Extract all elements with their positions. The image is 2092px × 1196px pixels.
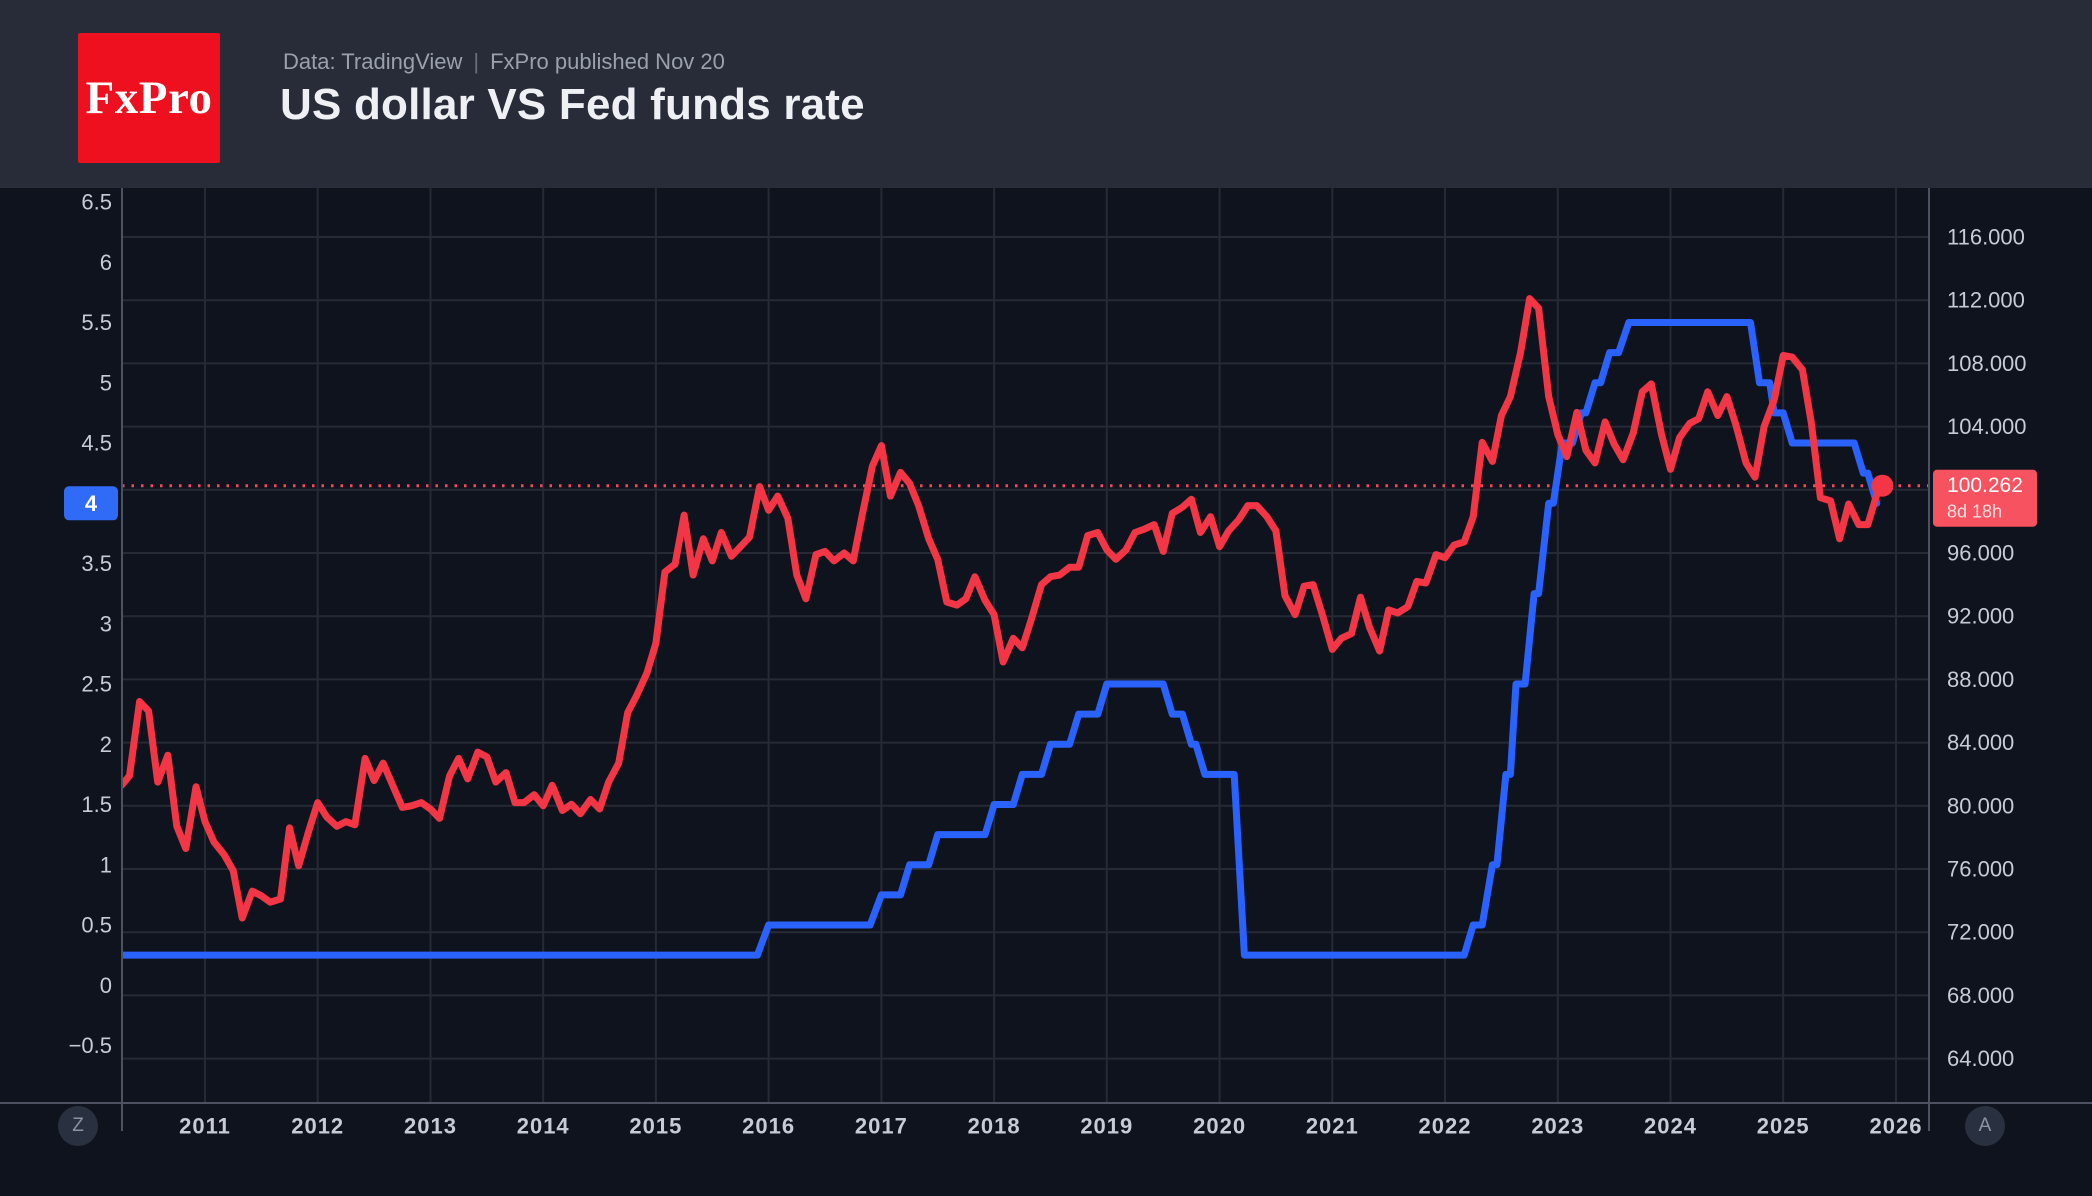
right-axis-tick-label: 80.000	[1947, 793, 2014, 818]
time-axis-tick-label: 2015	[629, 1114, 682, 1139]
dollar-index-line[interactable]	[122, 295, 1886, 922]
data-source-label: Data: TradingView	[283, 49, 463, 74]
left-axis-tick-label: 3.5	[81, 551, 112, 576]
right-axis-tick-label: 84.000	[1947, 730, 2014, 755]
last-price-badge	[1933, 469, 2037, 527]
time-axis-tick-label: 2023	[1531, 1114, 1584, 1139]
header-bar: FxPro Data: TradingView | FxPro published …	[0, 0, 2092, 188]
right-axis-tick-label: 72.000	[1947, 920, 2014, 945]
time-axis-tick-label: 2021	[1306, 1114, 1359, 1139]
right-axis-tick-label: 96.000	[1947, 541, 2014, 566]
left-axis-tick-label: 1.5	[81, 792, 112, 817]
time-axis-tick-label: 2017	[855, 1114, 908, 1139]
chart-plot-area[interactable]	[122, 188, 1929, 1103]
fxpro-logo-text: FxPro	[85, 72, 213, 124]
page-title: US dollar VS Fed funds rate	[280, 80, 865, 129]
time-axis-tick-label: 2016	[742, 1114, 795, 1139]
right-axis-tick-label: 116.000	[1947, 225, 2025, 250]
left-axis-tick-label: 0	[100, 973, 112, 998]
fed-funds-line[interactable]	[122, 319, 1881, 959]
left-axis-tick-label: 0.5	[81, 913, 112, 938]
time-axis-tick-label: 2020	[1193, 1114, 1246, 1139]
right-axis-tick-label: 108.000	[1947, 351, 2027, 376]
left-axis-tick-label: 6	[100, 250, 112, 275]
last-price-label: 100.262	[1947, 474, 2023, 497]
time-axis-tick-label: 2011	[179, 1114, 231, 1139]
right-axis-tick-label: 112.000	[1947, 288, 2025, 313]
time-axis-tick-label: 2014	[517, 1114, 570, 1139]
right-axis-tick-label: 104.000	[1947, 414, 2027, 439]
right-axis-tick-label: 88.000	[1947, 667, 2014, 692]
time-axis-tick-label: 2013	[404, 1114, 457, 1139]
left-axis-tick-label: 4.5	[81, 431, 112, 456]
left-axis-tick-label: 5.5	[81, 310, 112, 335]
separator-bar: |	[473, 49, 480, 74]
countdown-label: 8d 18h	[1947, 502, 2002, 522]
right-axis-tick-label: 92.000	[1947, 604, 2014, 629]
right-axis-tick-label: 76.000	[1947, 857, 2014, 882]
time-axis-tick-label: 2019	[1080, 1114, 1133, 1139]
last-price-marker	[1871, 474, 1894, 497]
time-axis-tick-label: 2022	[1419, 1114, 1472, 1139]
left-axis-tick-label: −0.5	[69, 1033, 112, 1058]
left-axis-tick-label: 2.5	[81, 672, 112, 697]
time-scale[interactable]	[0, 1103, 2092, 1196]
time-axis-tick-label: 2018	[968, 1114, 1021, 1139]
a-button[interactable]: A	[1965, 1106, 2005, 1146]
time-axis-tick-label: 2025	[1757, 1114, 1810, 1139]
fxpro-logo: FxPro	[78, 33, 220, 163]
fed-rate-axis-badge-label: 4	[85, 491, 98, 516]
fed-rate-axis-badge	[64, 486, 118, 521]
left-axis-tick-label: 5	[100, 370, 112, 395]
time-axis-tick-label: 2024	[1644, 1114, 1697, 1139]
time-axis-tick-label: 2012	[291, 1114, 344, 1139]
time-axis-tick-label: 2026	[1870, 1114, 1923, 1139]
right-axis-tick-label: 68.000	[1947, 983, 2014, 1008]
left-axis-tick-label: 2	[100, 732, 112, 757]
published-label: FxPro published Nov 20	[490, 49, 725, 74]
left-price-scale[interactable]	[0, 188, 122, 1103]
chart-source-line: Data: TradingView | FxPro published Nov 20	[283, 49, 725, 75]
right-price-scale[interactable]	[1929, 188, 2092, 1103]
z-button[interactable]: Z	[58, 1106, 98, 1146]
left-axis-tick-label: 1	[100, 852, 112, 877]
left-axis-tick-label: 3	[100, 611, 112, 636]
right-axis-tick-label: 64.000	[1947, 1046, 2014, 1071]
left-axis-tick-label: 6.5	[81, 190, 112, 215]
